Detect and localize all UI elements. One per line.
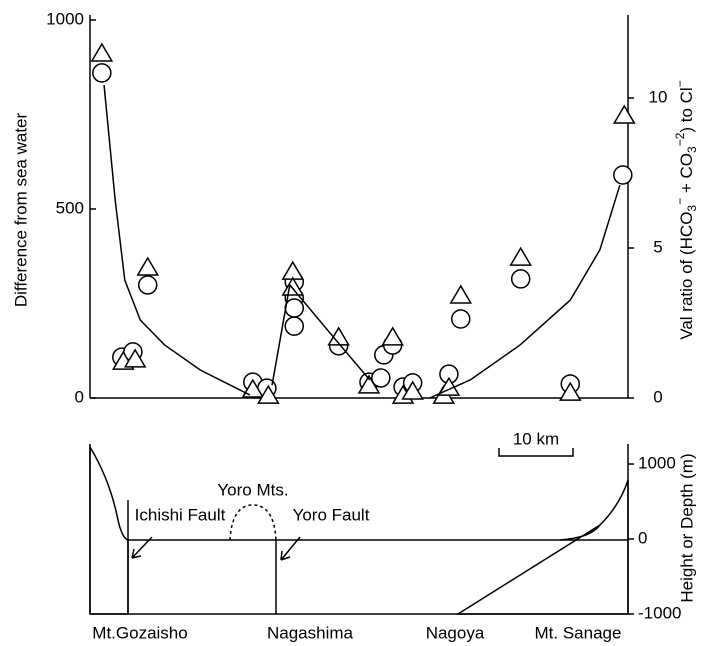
y2-tick-label: 5 (653, 237, 662, 256)
mountain-dome (229, 504, 277, 541)
triangle-marker (241, 378, 265, 398)
triangle-marker (612, 104, 636, 124)
annotation: Ichishi Fault (135, 505, 226, 524)
y2-tick-label: -1000 (638, 603, 681, 622)
y-label: Difference from sea water (11, 113, 30, 308)
upper-panel: Difference from sea water Val ratio of (… (11, 15, 699, 399)
label-part: ) to Cl (677, 87, 696, 132)
lower-panel: 10 km Yoro Mts. Ichishi Fault Yoro Fault… (89, 429, 696, 642)
y-tick-label: 1000 (46, 9, 84, 28)
circle-marker (92, 63, 112, 83)
triangle-marker (90, 42, 114, 62)
dotted-block (89, 444, 129, 615)
circle-marker (284, 316, 304, 336)
triangle-marker (401, 380, 424, 400)
surface-curve (559, 524, 601, 541)
circle-marker (137, 275, 158, 295)
y2-tick-label: 0 (638, 528, 647, 547)
trend-line (103, 84, 621, 399)
dotted-block (455, 479, 629, 615)
label-part: −2 (673, 132, 687, 146)
label-part: Val ratio of (HCO (677, 212, 696, 340)
place-label: Nagoya (426, 623, 485, 642)
label-part: 3 (685, 205, 699, 212)
triangle-marker (449, 284, 473, 304)
annotation: Yoro Fault (293, 505, 370, 524)
y2-label: Height or Depth (m) (677, 453, 696, 602)
label-part: + CO (677, 153, 696, 198)
label-part: − (673, 198, 687, 205)
y2-tick-label: 1000 (638, 454, 676, 473)
place-label: Mt.Gozaisho (92, 623, 187, 642)
y2-tick-label: 10 (649, 87, 668, 106)
circle-marker (613, 165, 633, 185)
place-label: Mt. Sanage (535, 623, 622, 642)
circle-marker (284, 298, 304, 318)
y2-label: Val ratio of (HCO3− + CO3−2) to Cl− (673, 80, 699, 339)
triangle-marker (257, 384, 280, 404)
arrow (131, 536, 153, 559)
circle-marker (451, 309, 471, 329)
triangle-marker (509, 246, 533, 266)
triangle-marker (123, 348, 147, 368)
y2-tick-label: 0 (653, 387, 662, 406)
place-label: Nagashima (267, 623, 354, 642)
circle-marker (510, 269, 531, 289)
scale-bar (498, 448, 574, 457)
triangle-marker (281, 276, 305, 296)
arrow (280, 536, 301, 561)
circle-marker (371, 368, 391, 388)
scale-label: 10 km (513, 429, 559, 448)
label-part: 3 (685, 146, 699, 153)
triangle-marker (136, 256, 160, 276)
triangle-marker (357, 374, 381, 394)
y-tick-label: 0 (75, 387, 84, 406)
annotation: Yoro Mts. (217, 480, 288, 499)
y-tick-label: 500 (56, 198, 84, 217)
triangle-marker (558, 381, 582, 401)
label-part: − (673, 80, 687, 87)
triangle-marker (381, 326, 404, 346)
